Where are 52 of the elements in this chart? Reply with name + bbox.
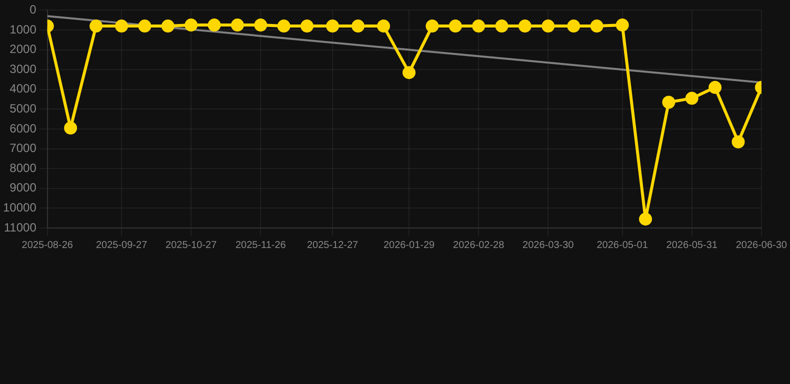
x-tick-label: 2026-05-01 [596,240,648,251]
y-tick-label: 0 [30,2,37,17]
point [115,20,128,33]
y-tick-label: 3000 [10,62,37,76]
point [685,92,698,105]
point [64,122,78,135]
point [402,66,416,80]
y-tick-label: 1000 [10,22,37,36]
x-tick-label: 2026-06-30 [736,240,788,251]
point [138,20,152,33]
point [230,18,244,32]
point [208,18,221,32]
y-tick-label: 8000 [10,160,37,175]
y-tick-label: 11000 [4,220,37,234]
point [300,20,314,33]
point [495,20,508,33]
point [326,20,340,33]
point [161,20,174,33]
y-tick-label: 2000 [10,42,37,56]
y-tick-label: 7000 [10,141,37,156]
point [352,20,365,33]
point [472,20,486,33]
point [616,18,629,32]
y-tick-label: 4000 [10,82,37,96]
point [708,80,722,94]
x-tick-label: 2025-08-26 [22,240,74,251]
point [567,20,580,33]
point [732,135,745,148]
x-tick-label: 2025-11-26 [235,240,286,251]
x-tick-label: 2026-02-28 [453,240,505,251]
point [518,20,532,33]
x-tick-label: 2025-12-27 [306,240,359,251]
point [277,20,290,33]
y-tick-label: 10000 [2,200,37,215]
x-tick-label: 2025-09-27 [96,240,148,251]
point [184,18,198,32]
y-tick-label: 6000 [10,121,37,136]
point [639,212,652,226]
x-tick-label: 2026-03-30 [522,240,574,251]
point [590,20,604,33]
y-tick-label: 9000 [10,180,37,195]
x-tick-label: 2026-01-29 [383,240,436,251]
x-tick-label: 2025-10-27 [166,240,218,251]
point [542,20,555,33]
point [448,20,462,33]
point [90,20,103,33]
point [662,96,676,109]
y-tick-label: 5000 [10,102,37,116]
point [254,18,268,32]
point [426,20,439,33]
point [377,20,390,33]
x-tick-label: 2026-05-31 [666,240,718,251]
